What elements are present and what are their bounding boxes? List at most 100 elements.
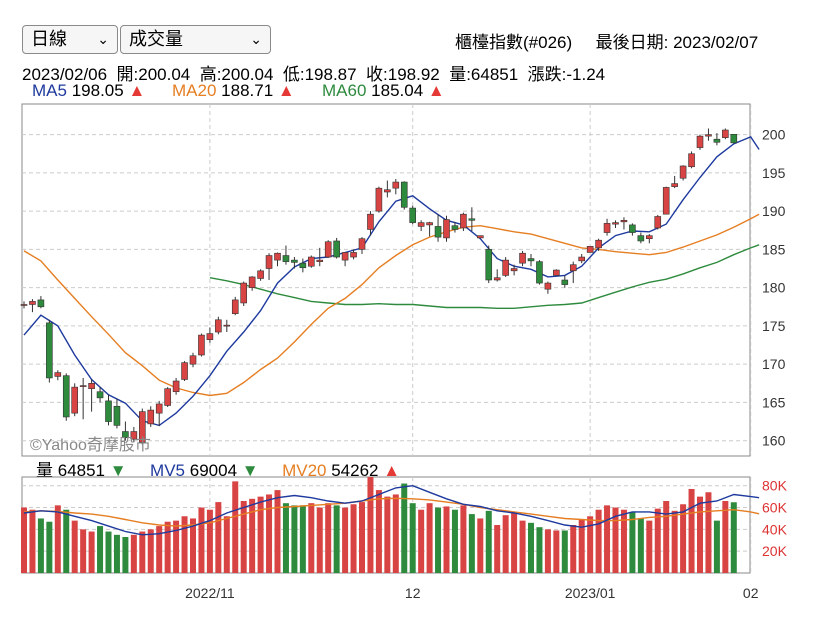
candle-body: [443, 219, 450, 239]
ma5-label: MA5: [32, 81, 67, 100]
volume-bar: [190, 518, 196, 573]
volume-bar: [646, 520, 653, 573]
volume-bar: [113, 534, 120, 573]
volume-bar: [333, 505, 340, 573]
volume-bar: [435, 507, 442, 573]
candle-body: [62, 375, 70, 418]
volume-bar: [485, 510, 492, 573]
volume-bar: [21, 507, 27, 573]
ma20-line: [23, 213, 760, 397]
indicator-select-value: 成交量: [129, 29, 183, 49]
candle-body: [333, 240, 340, 258]
candle-body: [392, 181, 400, 189]
candle-body: [265, 255, 273, 269]
ohlc-summary: 2023/02/06 開:200.04 高:200.04 低:198.87 收:…: [22, 65, 606, 84]
price-tick-label: 200: [762, 127, 786, 143]
candle-body: [679, 165, 687, 179]
candle-body: [240, 282, 247, 304]
candle-body: [409, 207, 417, 223]
volume-bar: [316, 507, 323, 573]
candle-body: [586, 246, 594, 253]
volume-bar: [350, 504, 357, 573]
candle-body: [460, 213, 467, 229]
ma20-value: 188.71: [221, 81, 274, 100]
ma60-line: [209, 244, 760, 309]
candle-body: [71, 386, 78, 414]
price-tick-label: 180: [762, 280, 786, 296]
volume-bar: [468, 514, 475, 573]
candle-body: [20, 304, 28, 306]
date-tick-label: 12: [405, 585, 421, 601]
volume-bar: [443, 506, 450, 573]
candle-body: [299, 262, 307, 269]
period-select-value: 日線: [31, 29, 67, 49]
volume-bar: [46, 521, 53, 573]
ma5-line: [23, 136, 760, 427]
candle-body: [54, 372, 62, 377]
indicator-select[interactable]: 成交量 ⌄: [120, 25, 271, 54]
volume-bar: [63, 509, 70, 573]
candle-body: [341, 252, 349, 261]
volume-bar: [164, 521, 171, 573]
candle-body: [544, 282, 552, 290]
candle-body: [553, 269, 560, 276]
volume-bar: [88, 531, 95, 573]
period-select[interactable]: 日線 ⌄: [22, 25, 118, 54]
volume-bar: [713, 520, 720, 573]
volume-bar: [156, 526, 163, 573]
candle-body: [730, 134, 738, 144]
candle-body: [367, 213, 374, 230]
volume-bar: [604, 505, 611, 573]
candle-body: [451, 225, 459, 230]
candle-body: [536, 261, 543, 284]
mv20-label: MV20: [282, 461, 327, 480]
date-tick-label: 02: [743, 585, 759, 601]
chevron-down-icon: ⌄: [97, 31, 109, 47]
candle-body: [248, 276, 256, 288]
volume-bar: [595, 509, 602, 573]
candle-body: [29, 301, 36, 305]
volume-bar: [722, 501, 729, 573]
volume-bar: [578, 519, 585, 573]
candle-body: [434, 226, 442, 238]
candle-body: [654, 216, 662, 229]
candle-body: [629, 224, 636, 233]
volume-bar: [460, 505, 467, 573]
candle-body: [291, 259, 298, 263]
last-date: 2023/02/07: [673, 33, 759, 52]
ma60-legend: MA60 185.04 ▲: [322, 81, 445, 101]
volume-bar: [249, 498, 256, 573]
candle-body: [88, 383, 95, 389]
candle-body: [696, 135, 704, 148]
volume-bar: [418, 509, 425, 573]
candle-body: [282, 255, 290, 262]
volume-bar: [663, 501, 670, 573]
price-tick-label: 170: [762, 356, 786, 372]
candle-body: [485, 249, 493, 281]
volume-bar: [519, 520, 526, 573]
candle-body: [223, 324, 231, 327]
candle-body: [274, 252, 281, 261]
volume-bar: [325, 503, 332, 573]
volume-tick-label: 40K: [762, 521, 788, 537]
volume-bar: [477, 518, 484, 573]
volume-bar: [587, 516, 594, 573]
candle-body: [705, 134, 712, 137]
volume-bar: [130, 534, 137, 573]
volume-bar: [215, 502, 222, 573]
up-arrow-icon: ▲: [128, 81, 146, 100]
volume-bar: [37, 518, 44, 573]
volume-bar: [375, 490, 382, 573]
volume-bar: [688, 489, 695, 573]
candle-body: [722, 129, 729, 138]
ma20-legend: MA20 188.71 ▲: [172, 81, 295, 101]
candle-body: [603, 223, 611, 233]
volume-bar: [409, 503, 416, 573]
volume-bar: [97, 526, 104, 573]
mv5-label: MV5: [150, 461, 186, 480]
candle-body: [688, 153, 695, 168]
volume-bar: [654, 508, 661, 573]
volume-bar: [451, 509, 458, 573]
volume-bar: [342, 507, 349, 573]
